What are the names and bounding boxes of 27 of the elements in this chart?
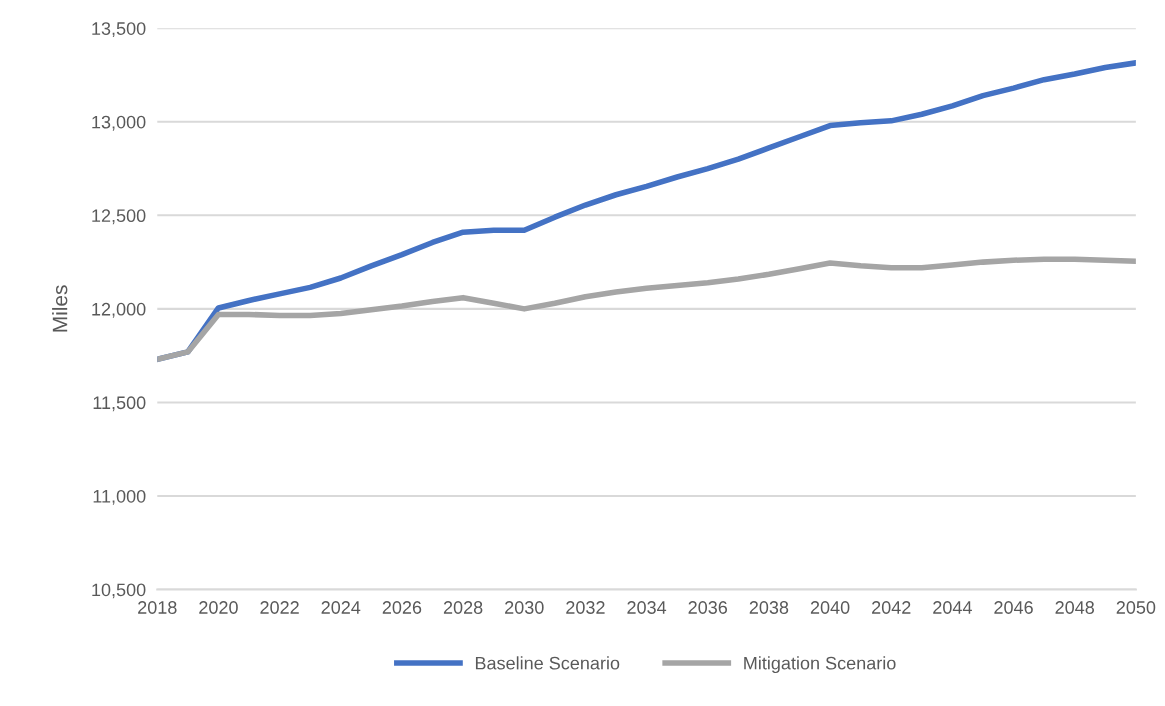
x-tick-label: 2032	[566, 601, 605, 614]
x-tick-label: 2038	[749, 601, 789, 614]
legend-label: Mitigation Scenario	[744, 656, 896, 674]
y-tick-label: 13,500	[92, 22, 146, 38]
x-tick-label: 2034	[627, 601, 667, 614]
y-axis-title: Miles	[52, 285, 68, 332]
x-tick-label: 2036	[688, 601, 728, 614]
x-tick-label: 2026	[382, 601, 422, 614]
x-tick-label: 2030	[505, 601, 544, 614]
x-tick-label: 2018	[138, 601, 177, 614]
y-tick-label: 12,000	[92, 302, 146, 318]
x-tick-label: 2044	[933, 601, 972, 614]
y-tick-label: 10,500	[92, 583, 146, 599]
x-tick-label: 2022	[260, 601, 299, 614]
legend-label: Baseline Scenario	[475, 656, 620, 670]
x-tick-label: 2042	[872, 601, 911, 614]
y-tick-label: 13,000	[92, 115, 146, 131]
x-tick-label: 2024	[321, 601, 361, 614]
x-tick-label: 2028	[443, 601, 483, 614]
x-tick-label: 2040	[810, 601, 850, 614]
y-tick-label: 11,500	[93, 396, 146, 412]
y-tick-label: 12,500	[92, 209, 146, 225]
x-tick-label: 2048	[1055, 601, 1095, 614]
y-tick-label: 11,000	[93, 489, 146, 505]
x-tick-label: 2046	[994, 601, 1033, 614]
x-tick-label: 2050	[1116, 601, 1156, 614]
x-tick-label: 2020	[199, 601, 238, 614]
